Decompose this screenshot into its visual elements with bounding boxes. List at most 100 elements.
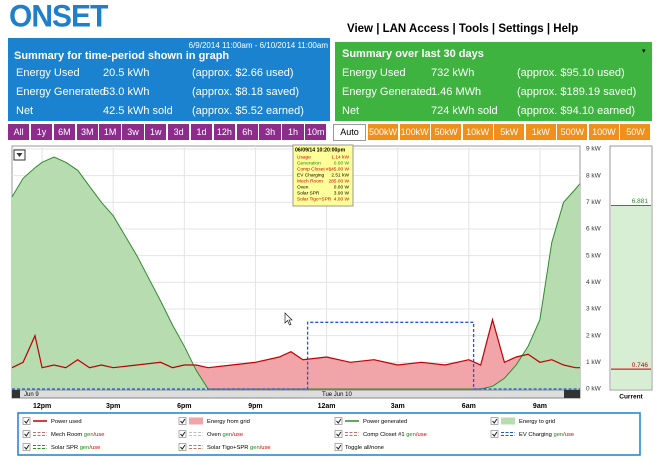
legend-checkbox	[178, 430, 187, 438]
month-summary-box	[335, 42, 652, 121]
legend-check	[180, 418, 186, 424]
legend-item[interactable]: Power generated	[334, 417, 407, 425]
current-generated	[611, 205, 651, 389]
current-used-label: 0.746	[632, 362, 649, 369]
time-button[interactable]: 1d	[190, 124, 213, 140]
scale-button[interactable]: 1kW	[525, 124, 556, 140]
legend-box	[17, 412, 641, 456]
y-tick-label: 0 kW	[586, 386, 602, 393]
summary-cell: (approx. $8.18 saved)	[192, 86, 300, 98]
auto-button[interactable]: Auto	[333, 124, 366, 141]
scale-button[interactable]: 50W	[620, 124, 651, 140]
month-title: Summary over last 30 days	[342, 48, 484, 60]
time-button[interactable]: 6M	[53, 124, 76, 140]
legend-item[interactable]: Solar SPR gen/use	[22, 443, 100, 451]
legend-check	[492, 418, 498, 424]
legend-check	[336, 444, 342, 450]
legend-label: Energy from grid	[207, 419, 250, 425]
legend-use: /use	[563, 432, 574, 438]
legend-use: /use	[232, 432, 243, 438]
scale-button[interactable]: 500W	[557, 124, 588, 140]
legend-use: /use	[416, 432, 427, 438]
legend-name: Solar Tigo+SPR	[207, 445, 250, 451]
scale-button[interactable]: 10kW	[462, 124, 493, 140]
legend-item[interactable]: Solar Tigo+SPR gen/use	[178, 443, 271, 451]
tooltip-name: Generation	[297, 160, 321, 166]
period-summary-box	[8, 38, 330, 121]
y-tick-label: 5 kW	[586, 252, 602, 259]
summary-cell: 724 kWh sold	[431, 105, 498, 117]
summary-cell: (approx. $189.19 saved)	[517, 86, 637, 98]
time-button[interactable]: 3d	[168, 124, 190, 140]
scale-button[interactable]: 100W	[588, 124, 619, 140]
tooltip-value: 2.51 kW	[331, 172, 349, 178]
legend-gen: gen	[222, 432, 232, 438]
scroll-label: Jun 9	[24, 392, 39, 398]
legend-item[interactable]: Power used	[22, 417, 82, 425]
period-title: Summary for time-period shown in graph	[14, 50, 230, 62]
legend-item[interactable]: Toggle all/none	[334, 443, 384, 451]
legend-checkbox	[178, 443, 187, 451]
legend-check	[336, 418, 342, 424]
y-tick-label: 3 kW	[586, 306, 602, 313]
y-tick-label: 8 kW	[586, 172, 602, 179]
legend-item[interactable]: Energy from grid	[178, 417, 250, 425]
tooltip-name: Usage	[297, 154, 311, 160]
legend-name: Power generated	[363, 419, 407, 425]
legend-item[interactable]: Oven gen/use	[178, 430, 243, 438]
time-button[interactable]: 1h	[282, 124, 304, 140]
legend-label: Mech Room gen/use	[51, 432, 105, 438]
scale-button[interactable]: 5kW	[494, 124, 525, 140]
legend-name: Energy to grid	[519, 419, 555, 425]
legend-check	[24, 444, 30, 450]
time-button[interactable]: 3w	[122, 124, 144, 140]
legend-gen: gen	[84, 432, 94, 438]
legend-check	[180, 431, 186, 437]
time-button[interactable]: 3h	[259, 124, 281, 140]
legend-checkbox	[22, 430, 31, 438]
top-nav[interactable]: View | LAN Access | Tools | Settings | H…	[347, 23, 579, 35]
mouse-cursor	[284, 312, 293, 326]
time-button[interactable]: All	[8, 124, 30, 140]
legend-checkbox	[490, 430, 499, 438]
time-button[interactable]: 6h	[236, 124, 258, 140]
summary-cell: (approx. $94.10 earned)	[517, 105, 636, 117]
time-button[interactable]: 1y	[30, 124, 53, 140]
current-label: Current	[619, 394, 643, 401]
time-button[interactable]: 1w	[145, 124, 167, 140]
scale-button[interactable]: 500kW	[368, 124, 399, 140]
scale-button[interactable]: 100kW	[399, 124, 430, 140]
legend-label: Oven gen/use	[207, 432, 243, 438]
y-tick-label: 1 kW	[586, 359, 602, 366]
legend-gen: gen	[80, 445, 90, 451]
legend-checkbox	[22, 417, 31, 425]
legend-item[interactable]: EV Charging gen/use	[490, 430, 574, 438]
legend-item[interactable]: Energy to grid	[490, 417, 555, 425]
legend-name: Mech Room	[51, 432, 84, 438]
summary-cell: Energy Used	[16, 67, 80, 79]
summary-cell: Energy Generated	[342, 86, 432, 98]
legend-label: Power generated	[363, 419, 407, 425]
legend-checkbox	[334, 417, 343, 425]
summary-cell: Energy Generated	[16, 86, 106, 98]
tooltip-value: 3.00 W	[334, 190, 350, 196]
legend-name: Oven	[207, 432, 222, 438]
legend-gen: gen	[250, 445, 260, 451]
legend-label: EV Charging gen/use	[519, 432, 574, 438]
scale-button[interactable]: 50kW	[431, 124, 462, 140]
y-tick-label: 7 kW	[586, 199, 602, 206]
legend-item[interactable]: Comp Closet #1 gen/use	[334, 430, 427, 438]
legend-label: Comp Closet #1 gen/use	[363, 432, 427, 438]
tooltip-value: 1.14 kW	[331, 154, 349, 160]
scroll-arrow	[12, 390, 20, 398]
y-tick-label: 4 kW	[586, 279, 602, 286]
legend-use: /use	[260, 445, 271, 451]
time-button[interactable]: 1M	[99, 124, 121, 140]
tooltip-name: EV Charging	[297, 172, 325, 178]
time-button[interactable]: 3M	[76, 124, 98, 140]
time-button[interactable]: 10m	[305, 124, 327, 140]
legend-name: Power used	[51, 419, 82, 425]
time-button[interactable]: 12h	[213, 124, 236, 140]
legend-item[interactable]: Mech Room gen/use	[22, 430, 105, 438]
summary-cell: 20.5 kWh	[103, 67, 150, 79]
